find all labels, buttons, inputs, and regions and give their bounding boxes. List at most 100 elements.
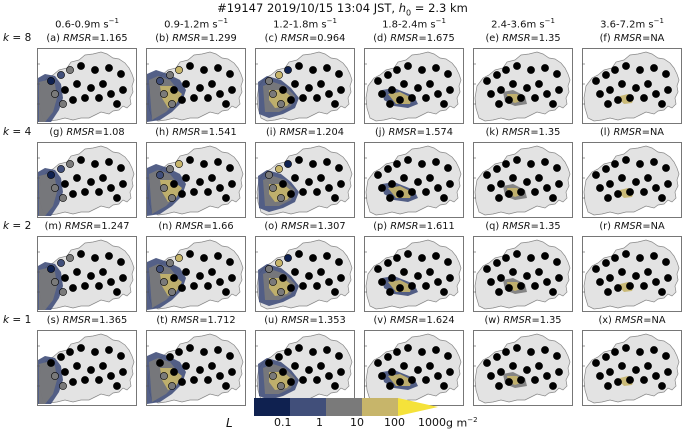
map-panel: (p) RMSR=1.611 [364,221,464,312]
station-marker [196,272,204,280]
station-marker [553,258,561,266]
station-marker [313,188,321,196]
station-marker [483,359,491,367]
station-marker [487,372,495,380]
station-marker [175,348,183,356]
station-marker [662,70,670,78]
station-marker [440,194,448,202]
deposition-map [146,142,246,218]
station-marker [662,164,670,172]
station-marker [175,254,183,262]
station-marker [73,268,81,276]
station-marker [611,254,619,262]
station-marker [493,165,501,173]
panel-label: (t) RMSR=1.712 [156,315,236,326]
station-marker [531,188,539,196]
station-marker [531,376,539,384]
station-marker [408,282,416,290]
station-marker [404,156,412,164]
station-marker [265,359,273,367]
station-marker [386,100,394,108]
station-marker [95,376,103,384]
station-marker [51,278,59,286]
station-marker [99,174,107,182]
station-marker [228,86,236,94]
panel-label: (p) RMSR=1.611 [373,221,455,232]
station-marker [640,376,648,384]
map-panel: (w) RMSR=1.35 [473,315,573,406]
station-marker [91,66,99,74]
station-marker [309,160,317,168]
panel-label: (c) RMSR=0.964 [264,33,346,44]
station-marker [182,362,190,370]
station-marker [549,382,557,390]
station-marker [208,174,216,182]
station-marker [222,288,230,296]
deposition-map [364,330,464,406]
station-marker [644,268,652,276]
station-marker [105,252,113,260]
station-marker [505,284,513,292]
station-marker [87,366,95,374]
station-marker [299,376,307,384]
station-marker [664,274,672,282]
station-marker [57,259,65,267]
station-marker [440,100,448,108]
station-marker [523,178,531,186]
station-marker [178,96,186,104]
station-marker [291,268,299,276]
station-marker [378,278,386,286]
station-marker [418,66,426,74]
station-marker [200,348,208,356]
station-marker [495,100,503,108]
station-marker [325,184,333,192]
station-marker [214,64,222,72]
station-marker [196,366,204,374]
station-marker [51,372,59,380]
station-marker [186,62,194,70]
station-marker [555,86,563,94]
station-marker [222,382,230,390]
colorbar-tick: 0.1 [274,416,292,429]
colorbar-tick: 100 [384,416,405,429]
station-marker [214,252,222,260]
station-marker [549,194,557,202]
station-marker [73,174,81,182]
station-marker [505,378,513,386]
station-marker [214,346,222,354]
station-marker [335,164,343,172]
station-marker [178,378,186,386]
station-marker [404,250,412,258]
station-marker [543,184,551,192]
station-marker [414,84,422,92]
deposition-map [473,236,573,312]
station-marker [47,77,55,85]
station-marker [113,382,121,390]
map-panel: (x) RMSR=NA [582,315,682,406]
station-marker [384,259,392,267]
station-marker [386,382,394,390]
station-marker [313,94,321,102]
colorbar-tick: 1 [316,416,323,429]
station-marker [317,362,325,370]
station-marker [543,90,551,98]
station-marker [265,171,273,179]
station-marker [331,288,339,296]
station-marker [446,368,454,376]
station-marker [434,278,442,286]
station-marker [632,178,640,186]
station-marker [170,368,178,376]
deposition-map [582,236,682,312]
station-marker [57,71,65,79]
station-marker [396,96,404,104]
station-marker [636,254,644,262]
station-marker [426,362,434,370]
panel-label: (j) RMSR=1.574 [374,127,454,138]
station-marker [606,180,614,188]
map-panel: (v) RMSR=1.624 [364,315,464,406]
colorbar-segment [398,398,438,416]
station-marker [400,362,408,370]
station-marker [606,86,614,94]
station-marker [531,282,539,290]
panel-label: (s) RMSR=1.365 [46,315,128,326]
